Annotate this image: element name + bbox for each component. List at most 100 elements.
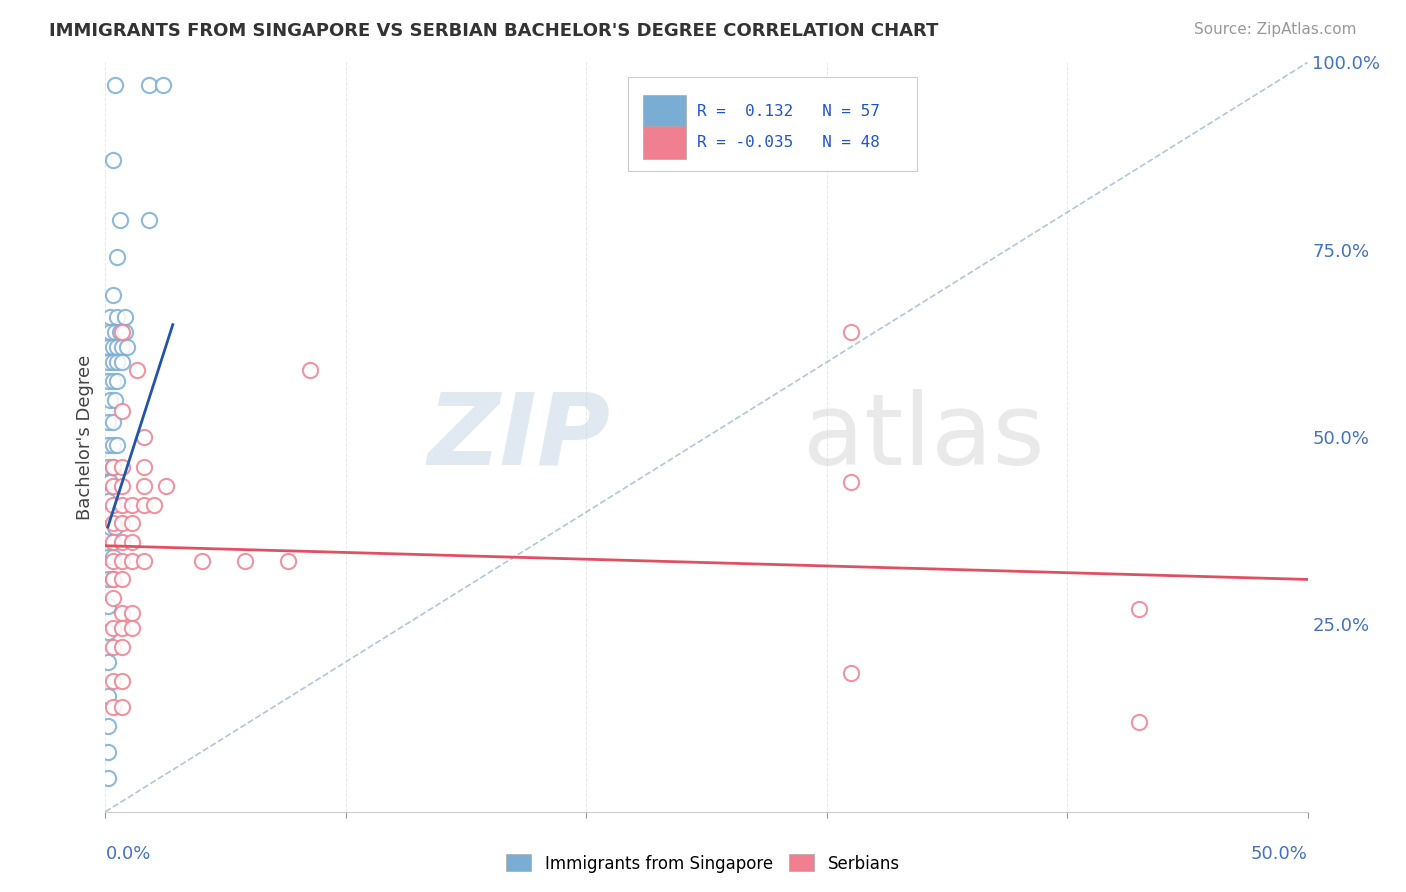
Point xyxy=(101,621,124,635)
Point xyxy=(111,621,134,635)
Point xyxy=(111,498,134,512)
Point xyxy=(98,325,121,339)
Point xyxy=(97,718,120,732)
Point xyxy=(107,355,129,369)
Point xyxy=(101,355,124,369)
Point xyxy=(101,460,124,475)
Point xyxy=(101,437,124,451)
Point xyxy=(111,699,134,714)
Point xyxy=(101,591,124,606)
FancyBboxPatch shape xyxy=(643,126,686,159)
Point xyxy=(1128,602,1150,616)
Point xyxy=(111,640,134,654)
Point xyxy=(104,392,127,407)
Point xyxy=(97,475,120,489)
Point xyxy=(98,392,121,407)
Point xyxy=(97,599,120,613)
Text: ZIP: ZIP xyxy=(427,389,610,485)
Point xyxy=(98,310,121,325)
Point xyxy=(97,624,120,639)
Point xyxy=(132,479,155,493)
Point xyxy=(132,498,155,512)
Point xyxy=(138,212,160,227)
Text: R = -0.035   N = 48: R = -0.035 N = 48 xyxy=(697,135,880,150)
Point xyxy=(155,479,177,493)
Point xyxy=(97,655,120,669)
Point xyxy=(111,340,134,354)
Point xyxy=(101,287,124,301)
Text: atlas: atlas xyxy=(803,389,1045,485)
Point xyxy=(111,355,134,369)
Point xyxy=(104,520,127,534)
Point xyxy=(125,362,148,376)
Point xyxy=(97,573,120,587)
Point xyxy=(114,325,136,339)
Point xyxy=(121,606,143,620)
Point xyxy=(97,771,120,785)
Point xyxy=(101,554,124,568)
Point xyxy=(101,374,124,388)
Point xyxy=(111,535,134,549)
Point xyxy=(111,479,134,493)
Point xyxy=(111,573,134,587)
Point xyxy=(107,250,129,264)
Point xyxy=(111,673,134,688)
Point xyxy=(121,498,143,512)
Point xyxy=(190,554,212,568)
Point xyxy=(121,535,143,549)
Point xyxy=(298,362,321,376)
Point xyxy=(97,374,120,388)
Point xyxy=(101,573,124,587)
Point xyxy=(97,689,120,703)
Legend: Immigrants from Singapore, Serbians: Immigrants from Singapore, Serbians xyxy=(499,847,907,880)
Point xyxy=(97,745,120,759)
Point xyxy=(108,212,131,227)
Text: 0.0%: 0.0% xyxy=(105,846,150,863)
Point xyxy=(111,554,134,568)
Point xyxy=(132,430,155,444)
Point xyxy=(111,460,134,475)
Text: Source: ZipAtlas.com: Source: ZipAtlas.com xyxy=(1194,22,1357,37)
Point xyxy=(101,640,124,654)
Point xyxy=(101,549,124,564)
Point xyxy=(839,325,862,339)
Point xyxy=(839,666,862,681)
Point xyxy=(101,153,124,167)
Point xyxy=(138,78,160,92)
Point xyxy=(101,699,124,714)
Point xyxy=(97,549,120,564)
Point xyxy=(111,325,134,339)
Point xyxy=(132,460,155,475)
Point xyxy=(111,606,134,620)
Point xyxy=(107,374,129,388)
Point xyxy=(115,340,138,354)
Point xyxy=(98,520,121,534)
Point xyxy=(107,340,129,354)
Point xyxy=(104,78,127,92)
Text: R =  0.132   N = 57: R = 0.132 N = 57 xyxy=(697,103,880,119)
Point xyxy=(107,437,129,451)
Point xyxy=(97,340,120,354)
Point xyxy=(233,554,256,568)
Point xyxy=(132,554,155,568)
Text: 50.0%: 50.0% xyxy=(1251,846,1308,863)
Point xyxy=(152,78,174,92)
Point xyxy=(101,415,124,429)
Point xyxy=(121,621,143,635)
Point xyxy=(121,554,143,568)
Point xyxy=(111,404,134,418)
FancyBboxPatch shape xyxy=(643,95,686,128)
Point xyxy=(97,493,120,508)
Point xyxy=(101,460,124,475)
Point xyxy=(101,573,124,587)
Point xyxy=(101,498,124,512)
Point xyxy=(108,325,131,339)
Text: IMMIGRANTS FROM SINGAPORE VS SERBIAN BACHELOR'S DEGREE CORRELATION CHART: IMMIGRANTS FROM SINGAPORE VS SERBIAN BAC… xyxy=(49,22,939,40)
Point xyxy=(142,498,165,512)
Point xyxy=(104,325,127,339)
Point xyxy=(101,673,124,688)
Point xyxy=(114,310,136,325)
Point xyxy=(107,310,129,325)
Point xyxy=(101,479,124,493)
Point xyxy=(101,340,124,354)
